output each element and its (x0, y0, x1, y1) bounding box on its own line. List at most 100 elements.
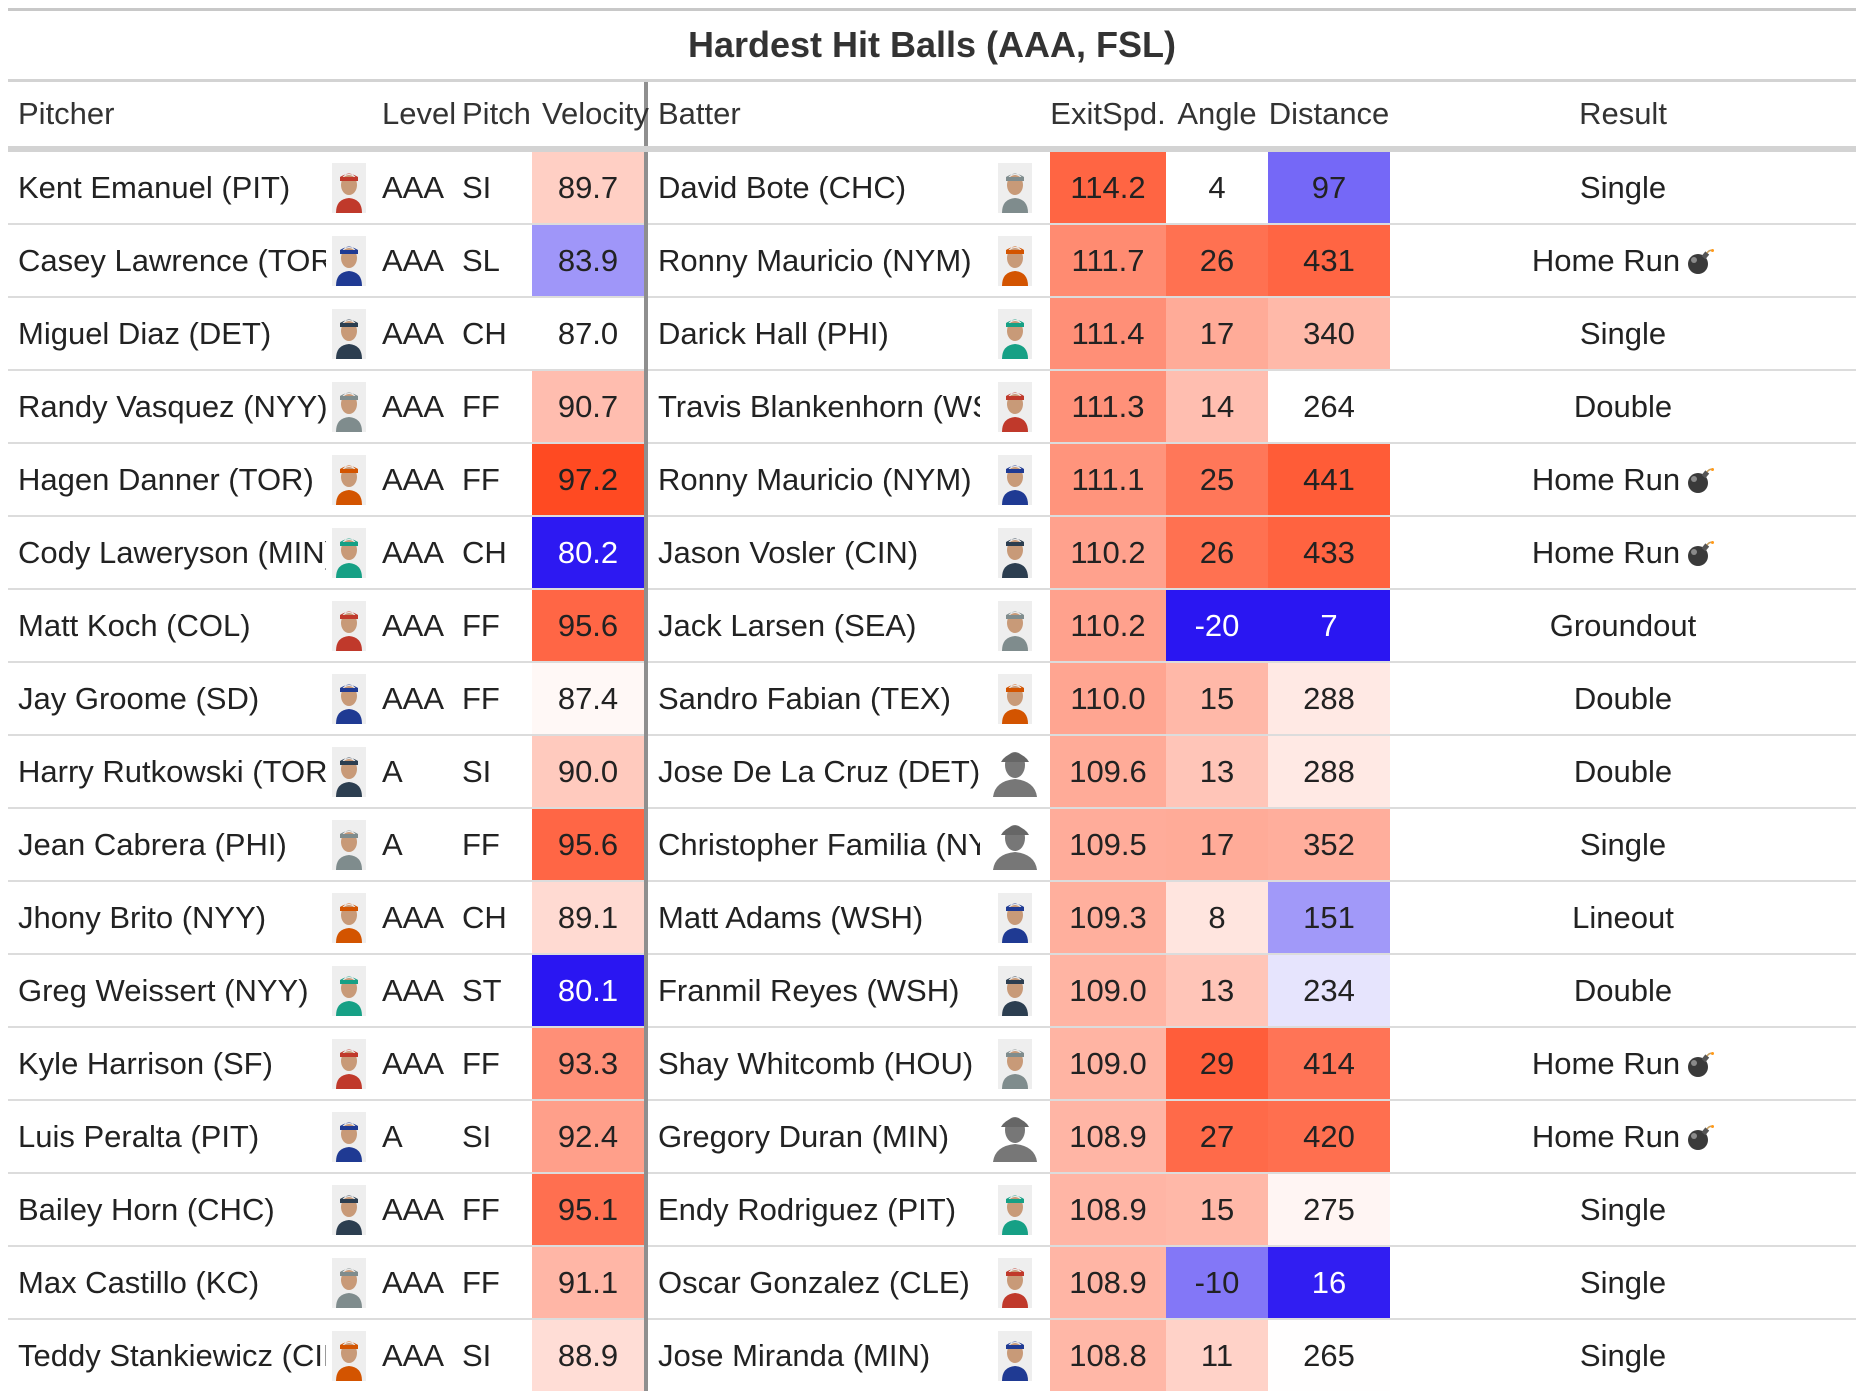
batter-name: Endy Rodriguez (PIT) (644, 1172, 980, 1246)
pitcher-name: Jean Cabrera (PHI) (8, 807, 326, 881)
table-body: Kent Emanuel (PIT) AAA SI 89.7 David Bote (C… (8, 148, 1856, 1391)
batter-photo (980, 1099, 1050, 1173)
pitcher-headshot-icon (332, 162, 366, 213)
batter-photo (980, 1245, 1050, 1319)
batter-placeholder-silhouette-icon (993, 1116, 1037, 1162)
distance-cell: 7 (1268, 588, 1390, 662)
table-row: Jhony Brito (NYY) AAA CH 89.1 Matt Adams (WS… (8, 880, 1856, 954)
pitcher-photo (326, 1318, 372, 1391)
distance-cell: 288 (1268, 734, 1390, 808)
pitcher-photo (326, 1099, 372, 1173)
pitcher-photo (326, 1026, 372, 1100)
batter-photo (980, 661, 1050, 735)
batter-photo (980, 1026, 1050, 1100)
pitch-cell: FF (452, 442, 532, 516)
distance-cell: 340 (1268, 296, 1390, 370)
angle-cell: 26 (1166, 223, 1268, 297)
pitcher-name: Teddy Stankiewicz (CIN) (8, 1318, 326, 1391)
exitspd-cell: 109.0 (1050, 1026, 1166, 1100)
result-cell: Lineout (1390, 880, 1856, 954)
pitcher-headshot-icon (332, 454, 366, 505)
exitspd-cell: 111.7 (1050, 223, 1166, 297)
pitch-cell: FF (452, 661, 532, 735)
col-header-pitcher-photo (326, 82, 372, 149)
batter-name: Gregory Duran (MIN) (644, 1099, 980, 1173)
table-row: Miguel Diaz (DET) AAA CH 87.0 Darick Hall (P… (8, 296, 1856, 370)
pitcher-headshot-icon (332, 308, 366, 359)
pitcher-headshot-icon (332, 600, 366, 651)
pitcher-photo (326, 1172, 372, 1246)
result-label: Double (1573, 388, 1673, 424)
pitch-cell: FF (452, 807, 532, 881)
col-header-batter-photo (980, 82, 1050, 149)
velocity-cell: 89.1 (532, 880, 646, 954)
chart-title: Hardest Hit Balls (AAA, FSL) (687, 24, 1177, 65)
bomb-icon (1688, 1052, 1715, 1078)
level-cell: A (372, 734, 452, 808)
batter-headshot-icon (998, 1330, 1032, 1381)
pitcher-headshot-icon (332, 746, 366, 797)
result-label: Single (1579, 315, 1667, 351)
pitcher-photo (326, 807, 372, 881)
exitspd-cell: 108.9 (1050, 1172, 1166, 1246)
angle-cell: 15 (1166, 661, 1268, 735)
batter-name: Jose Miranda (MIN) (644, 1318, 980, 1391)
batter-photo (980, 588, 1050, 662)
exitspd-cell: 109.3 (1050, 880, 1166, 954)
batter-name: Jose De La Cruz (DET) (644, 734, 980, 808)
pitch-cell: CH (452, 880, 532, 954)
pitcher-headshot-icon (332, 673, 366, 724)
result-label: Single (1579, 826, 1667, 862)
result-label: Home Run (1531, 534, 1681, 570)
pitch-cell: FF (452, 1245, 532, 1319)
batter-photo (980, 1172, 1050, 1246)
level-cell: AAA (372, 296, 452, 370)
exitspd-cell: 109.6 (1050, 734, 1166, 808)
result-cell: Double (1390, 369, 1856, 443)
batter-headshot-icon (998, 454, 1032, 505)
angle-cell: 27 (1166, 1099, 1268, 1173)
batter-name: Shay Whitcomb (HOU) (644, 1026, 980, 1100)
velocity-cell: 88.9 (532, 1318, 646, 1391)
level-cell: A (372, 807, 452, 881)
result-label: Home Run (1531, 242, 1681, 278)
pitcher-name: Bailey Horn (CHC) (8, 1172, 326, 1246)
batter-photo (980, 442, 1050, 516)
result-label: Double (1573, 972, 1673, 1008)
batter-name: Franmil Reyes (WSH) (644, 953, 980, 1027)
result-label: Single (1579, 1264, 1667, 1300)
batter-headshot-icon (998, 381, 1032, 432)
pitcher-headshot-icon (332, 819, 366, 870)
table-row: Teddy Stankiewicz (CIN) AAA SI 88.9 Jose Mir… (8, 1318, 1856, 1391)
angle-cell: 4 (1166, 148, 1268, 224)
velocity-cell: 83.9 (532, 223, 646, 297)
pitcher-name: Kyle Harrison (SF) (8, 1026, 326, 1100)
distance-cell: 265 (1268, 1318, 1390, 1391)
batter-name: Ronny Mauricio (NYM) (644, 442, 980, 516)
pitcher-photo (326, 296, 372, 370)
pitcher-photo (326, 1245, 372, 1319)
velocity-cell: 95.6 (532, 588, 646, 662)
pitcher-photo (326, 442, 372, 516)
result-label: Home Run (1531, 1045, 1681, 1081)
result-cell: Double (1390, 661, 1856, 735)
velocity-cell: 87.4 (532, 661, 646, 735)
batter-headshot-icon (998, 1038, 1032, 1089)
exitspd-cell: 108.9 (1050, 1245, 1166, 1319)
pitch-cell: CH (452, 515, 532, 589)
result-label: Lineout (1572, 899, 1674, 935)
exitspd-cell: 109.0 (1050, 953, 1166, 1027)
pitcher-headshot-icon (332, 892, 366, 943)
distance-cell: 420 (1268, 1099, 1390, 1173)
batter-photo (980, 223, 1050, 297)
table-row: Harry Rutkowski (TOR) A SI 90.0 Jose De La C… (8, 734, 1856, 808)
pitcher-headshot-icon (332, 1257, 366, 1308)
result-label: Home Run (1531, 1118, 1681, 1154)
velocity-cell: 87.0 (532, 296, 646, 370)
batter-name: Travis Blankenhorn (WSH) (644, 369, 980, 443)
result-label: Single (1579, 1191, 1667, 1227)
pitch-cell: CH (452, 296, 532, 370)
pitch-cell: SI (452, 148, 532, 224)
velocity-cell: 80.1 (532, 953, 646, 1027)
batter-headshot-icon (998, 673, 1032, 724)
